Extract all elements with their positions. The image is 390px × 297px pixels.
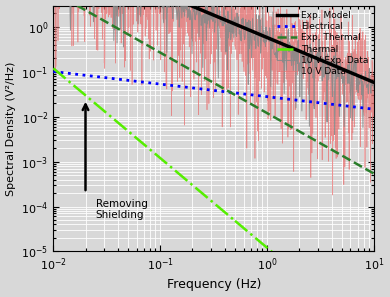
Legend: Exp. Model, Electrical, Exp. Thermal, Thermal, 10 V Exp. Data, 10 V Data: Exp. Model, Electrical, Exp. Thermal, Th… (274, 8, 372, 79)
Exp. Thermal (174, 60, 179, 64)
10 V Exp. Data (108, 4, 112, 7)
Exp. Model (331, 64, 336, 67)
Line: Thermal: Thermal (53, 68, 235, 221)
Electrical (174, 84, 179, 88)
10 V Data (372, 89, 376, 93)
10 V Exp. Data (196, 11, 201, 15)
10 V Exp. Data (292, 53, 297, 56)
Line: 10 V Exp. Data: 10 V Exp. Data (53, 6, 374, 135)
10 V Exp. Data (372, 88, 376, 91)
Electrical (331, 103, 336, 106)
Thermal (51, 67, 56, 70)
Thermal (233, 219, 238, 223)
Electrical (106, 76, 111, 80)
Electrical (188, 86, 193, 89)
Line: Electrical: Electrical (53, 72, 374, 109)
Exp. Thermal (331, 149, 336, 152)
Electrical (51, 70, 56, 73)
Exp. Thermal (88, 11, 92, 15)
Exp. Model (365, 78, 370, 82)
Thermal (137, 139, 142, 143)
X-axis label: Frequency (Hz): Frequency (Hz) (167, 279, 261, 291)
10 V Data (51, 4, 56, 7)
10 V Data (330, 193, 335, 197)
Thermal (138, 140, 143, 143)
Line: Exp. Thermal: Exp. Thermal (53, 0, 374, 174)
10 V Exp. Data (133, 4, 138, 7)
10 V Data (194, 4, 199, 7)
10 V Exp. Data (240, 22, 245, 26)
10 V Exp. Data (332, 133, 337, 136)
10 V Data (200, 4, 204, 7)
10 V Exp. Data (265, 30, 270, 33)
Thermal (200, 192, 205, 195)
10 V Data (89, 4, 94, 7)
10 V Exp. Data (51, 4, 56, 7)
Thermal (159, 157, 164, 161)
Electrical (88, 74, 92, 78)
Text: Removing
Shielding: Removing Shielding (96, 199, 148, 220)
Line: Exp. Model: Exp. Model (53, 0, 374, 83)
10 V Data (187, 27, 192, 31)
Exp. Model (174, 0, 179, 1)
Exp. Thermal (365, 168, 370, 172)
Exp. Thermal (372, 172, 376, 176)
Exp. Model (372, 81, 376, 84)
Exp. Thermal (106, 22, 111, 25)
10 V Data (234, 5, 238, 8)
Thermal (149, 149, 154, 153)
10 V Data (76, 4, 80, 7)
Exp. Thermal (188, 68, 193, 71)
Line: 10 V Data: 10 V Data (53, 6, 374, 195)
Thermal (228, 215, 233, 219)
Exp. Model (188, 4, 193, 7)
Y-axis label: Spectral Density (V²/Hz): Spectral Density (V²/Hz) (5, 61, 16, 196)
Electrical (372, 108, 376, 111)
Electrical (365, 107, 370, 110)
